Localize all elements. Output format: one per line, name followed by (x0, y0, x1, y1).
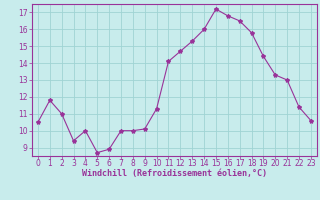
X-axis label: Windchill (Refroidissement éolien,°C): Windchill (Refroidissement éolien,°C) (82, 169, 267, 178)
